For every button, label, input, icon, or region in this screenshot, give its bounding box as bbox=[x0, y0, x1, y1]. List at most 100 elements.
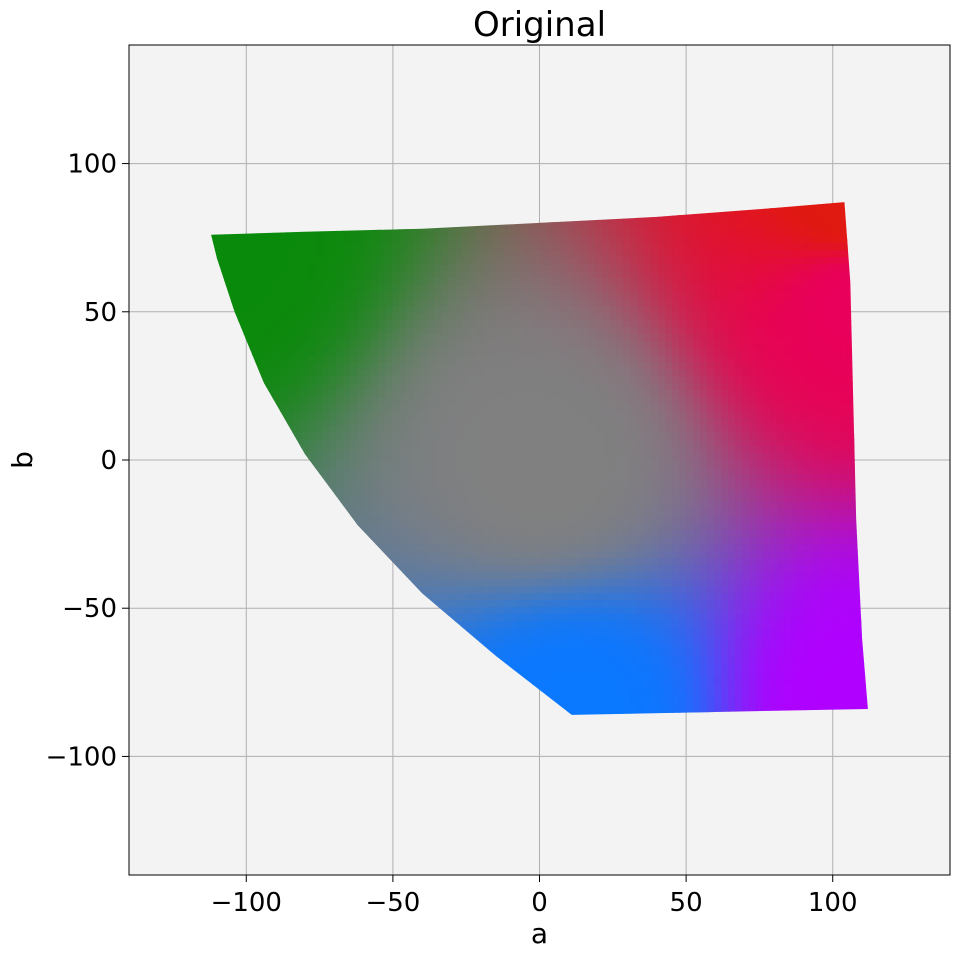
scatter-point bbox=[385, 432, 393, 440]
scatter-point bbox=[525, 432, 533, 440]
scatter-point bbox=[581, 348, 589, 356]
scatter-point bbox=[644, 222, 652, 230]
scatter-point bbox=[623, 460, 631, 468]
scatter-point bbox=[630, 453, 638, 461]
scatter-point bbox=[847, 537, 855, 545]
scatter-point bbox=[273, 327, 281, 335]
scatter-point bbox=[406, 495, 414, 503]
scatter-point bbox=[833, 334, 841, 342]
scatter-point bbox=[518, 257, 526, 265]
scatter-point bbox=[434, 516, 442, 524]
scatter-point bbox=[735, 544, 743, 552]
scatter-point bbox=[735, 383, 743, 391]
scatter-point bbox=[441, 306, 449, 314]
scatter-point bbox=[735, 474, 743, 482]
scatter-point bbox=[497, 460, 505, 468]
scatter-point bbox=[651, 439, 659, 447]
scatter-point bbox=[735, 467, 743, 475]
scatter-point bbox=[707, 257, 715, 265]
scatter-point bbox=[588, 264, 596, 272]
scatter-point bbox=[693, 523, 701, 531]
scatter-point bbox=[357, 313, 365, 321]
scatter-point bbox=[427, 327, 435, 335]
scatter-point bbox=[546, 264, 554, 272]
scatter-point bbox=[679, 523, 687, 531]
scatter-point bbox=[469, 250, 477, 258]
scatter-point bbox=[588, 278, 596, 286]
scatter-point bbox=[616, 425, 624, 433]
scatter-point bbox=[483, 502, 491, 510]
scatter-point bbox=[728, 474, 736, 482]
scatter-point bbox=[259, 264, 267, 272]
scatter-point bbox=[595, 530, 603, 538]
scatter-point bbox=[602, 341, 610, 349]
scatter-point bbox=[630, 264, 638, 272]
scatter-point bbox=[567, 481, 575, 489]
scatter-point bbox=[644, 418, 652, 426]
scatter-point bbox=[777, 355, 785, 363]
scatter-point bbox=[574, 271, 582, 279]
scatter-point bbox=[574, 222, 582, 230]
scatter-point bbox=[588, 467, 596, 475]
scatter-point bbox=[714, 369, 722, 377]
scatter-point bbox=[525, 229, 533, 237]
scatter-point bbox=[707, 467, 715, 475]
scatter-point bbox=[378, 292, 386, 300]
scatter-point bbox=[462, 432, 470, 440]
scatter-point bbox=[679, 257, 687, 265]
scatter-point bbox=[714, 453, 722, 461]
scatter-point bbox=[448, 488, 456, 496]
scatter-point bbox=[448, 292, 456, 300]
scatter-point bbox=[490, 516, 498, 524]
scatter-point bbox=[392, 544, 400, 552]
scatter-point bbox=[777, 327, 785, 335]
scatter-point bbox=[819, 229, 827, 237]
scatter-point bbox=[385, 516, 393, 524]
scatter-point bbox=[630, 530, 638, 538]
scatter-point bbox=[336, 376, 344, 384]
scatter-point bbox=[595, 439, 603, 447]
scatter-point bbox=[819, 215, 827, 223]
scatter-point bbox=[476, 341, 484, 349]
scatter-point bbox=[546, 369, 554, 377]
scatter-point bbox=[406, 474, 414, 482]
scatter-point bbox=[497, 355, 505, 363]
scatter-point bbox=[252, 334, 260, 342]
scatter-point bbox=[602, 481, 610, 489]
scatter-point bbox=[812, 544, 820, 552]
scatter-point bbox=[497, 285, 505, 293]
scatter-point bbox=[637, 516, 645, 524]
scatter-point bbox=[721, 327, 729, 335]
scatter-point bbox=[826, 383, 834, 391]
scatter-point bbox=[504, 446, 512, 454]
scatter-point bbox=[749, 285, 757, 293]
scatter-point bbox=[574, 516, 582, 524]
scatter-point bbox=[525, 355, 533, 363]
scatter-point bbox=[623, 390, 631, 398]
scatter-point bbox=[455, 306, 463, 314]
scatter-point bbox=[497, 292, 505, 300]
scatter-point bbox=[840, 502, 848, 510]
scatter-point bbox=[581, 292, 589, 300]
scatter-point bbox=[805, 530, 813, 538]
scatter-point bbox=[504, 271, 512, 279]
scatter-point bbox=[728, 418, 736, 426]
scatter-point bbox=[763, 397, 771, 405]
scatter-point bbox=[581, 327, 589, 335]
scatter-point bbox=[385, 306, 393, 314]
scatter-point bbox=[322, 271, 330, 279]
scatter-point bbox=[847, 327, 855, 335]
scatter-point bbox=[700, 502, 708, 510]
scatter-point bbox=[413, 460, 421, 468]
scatter-point bbox=[420, 474, 428, 482]
scatter-point bbox=[497, 544, 505, 552]
scatter-point bbox=[343, 299, 351, 307]
scatter-point bbox=[574, 467, 582, 475]
scatter-point bbox=[714, 432, 722, 440]
scatter-point bbox=[714, 264, 722, 272]
scatter-point bbox=[469, 432, 477, 440]
scatter-point bbox=[784, 327, 792, 335]
scatter-point bbox=[518, 453, 526, 461]
scatter-point bbox=[427, 551, 435, 559]
scatter-point bbox=[805, 271, 813, 279]
